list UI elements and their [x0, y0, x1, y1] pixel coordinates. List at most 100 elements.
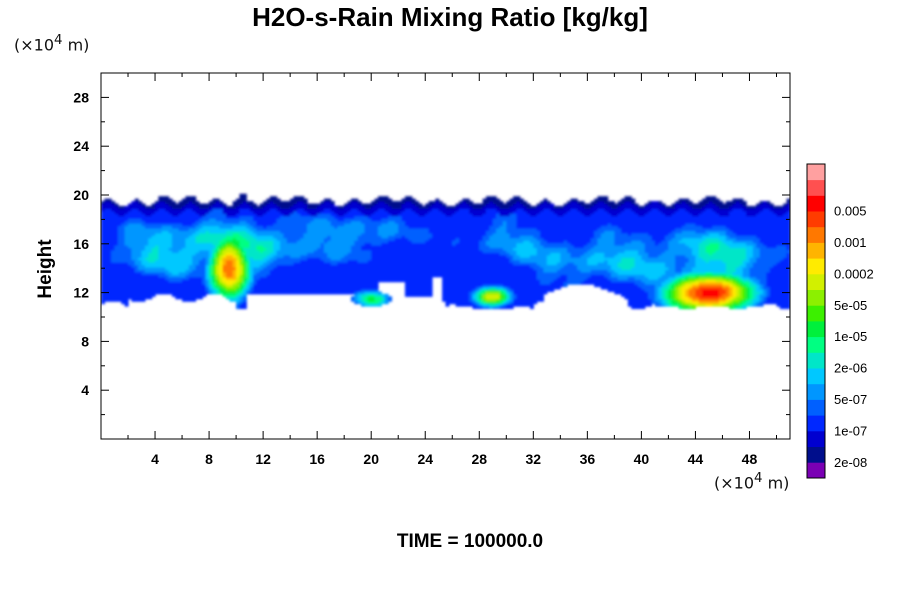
rain-cell: [232, 215, 237, 219]
rain-cell: [519, 288, 524, 292]
rain-cell: [283, 274, 288, 278]
rain-cell: [462, 249, 467, 253]
rain-cell: [158, 262, 163, 266]
rain-cell: [111, 269, 116, 273]
rain-cell: [242, 203, 247, 207]
rain-cell: [381, 220, 386, 224]
rain-cell: [361, 210, 366, 214]
rain-cell: [256, 254, 261, 258]
rain-cell: [367, 264, 372, 268]
rain-cell: [198, 266, 203, 271]
rain-cell: [273, 203, 278, 207]
rain-cell: [273, 208, 278, 212]
rain-cell: [290, 284, 295, 288]
rain-cell: [144, 208, 149, 212]
rain-cell: [350, 198, 355, 202]
rain-cell: [225, 223, 230, 227]
rain-cell: [144, 245, 149, 249]
rain-cell: [148, 269, 153, 273]
rain-cell: [209, 274, 214, 278]
rain-cell: [408, 218, 413, 222]
rain-cell: [151, 276, 156, 280]
rain-cell: [188, 271, 193, 275]
rain-cell: [182, 220, 187, 224]
rain-cell: [357, 245, 362, 249]
rain-cell: [188, 252, 193, 256]
rain-cell: [489, 269, 494, 273]
rain-cell: [398, 276, 403, 280]
rain-cell: [205, 242, 210, 246]
rain-cell: [404, 279, 409, 283]
rain-cell: [465, 225, 470, 229]
rain-cell: [104, 257, 109, 261]
rain-cell: [469, 252, 474, 256]
rain-cell: [313, 254, 318, 258]
rain-cell: [371, 296, 376, 300]
rain-cell: [283, 286, 288, 290]
rain-cell: [347, 203, 352, 207]
rain-cell: [492, 242, 497, 246]
rain-cell: [418, 232, 423, 236]
rain-cell: [121, 223, 126, 227]
rain-cell: [509, 247, 514, 251]
rain-cell: [317, 218, 322, 222]
rain-cell: [276, 269, 281, 273]
rain-cell: [209, 288, 214, 292]
rain-cell: [195, 288, 200, 292]
rain-cell: [185, 208, 190, 212]
rain-cell: [131, 242, 136, 246]
rain-cell: [273, 259, 278, 263]
rain-cell: [293, 271, 298, 275]
rain-cell: [121, 210, 126, 214]
rain-cell: [394, 220, 399, 224]
rain-cell: [509, 205, 514, 210]
rain-cell: [486, 203, 491, 207]
rain-cell: [128, 240, 132, 244]
rain-cell: [209, 247, 214, 251]
rain-cell: [408, 225, 413, 229]
rain-cell: [323, 266, 328, 271]
rain-cell: [486, 264, 491, 268]
rain-cell: [381, 210, 386, 214]
rain-cell: [337, 274, 342, 278]
rain-cell: [509, 266, 514, 271]
rain-cell: [222, 249, 227, 253]
rain-cell: [465, 235, 470, 239]
rain-cell: [144, 205, 149, 210]
rain-cell: [411, 262, 416, 266]
rain-cell: [128, 269, 132, 273]
rain-cell: [151, 257, 156, 261]
rain-cell: [280, 252, 284, 256]
rain-cell: [469, 215, 474, 219]
rain-cell: [242, 240, 247, 244]
rain-cell: [442, 288, 447, 292]
rain-cell: [269, 262, 274, 266]
rain-cell: [209, 271, 214, 275]
rain-cell: [486, 237, 491, 241]
rain-cell: [317, 284, 322, 288]
rain-cell: [486, 296, 491, 300]
rain-cell: [158, 242, 163, 246]
rain-cell: [286, 271, 291, 275]
rain-cell: [269, 291, 274, 295]
rain-cell: [296, 291, 301, 295]
rain-cell: [293, 237, 298, 241]
rain-cell: [452, 210, 457, 214]
rain-cell: [327, 271, 332, 275]
rain-cell: [148, 284, 153, 288]
rain-cell: [394, 262, 399, 266]
rain-cell: [290, 291, 295, 295]
rain-cell: [242, 245, 247, 249]
rain-cell: [377, 210, 382, 214]
rain-cell: [131, 230, 136, 234]
rain-cell: [465, 213, 470, 217]
rain-cell: [398, 210, 403, 214]
rain-cell: [415, 269, 420, 273]
rain-cell: [185, 259, 190, 263]
rain-cell: [131, 205, 136, 210]
rain-cell: [492, 281, 497, 285]
rain-cell: [445, 225, 450, 229]
rain-cell: [185, 196, 190, 200]
rain-cell: [117, 279, 122, 283]
rain-cell: [486, 242, 491, 246]
